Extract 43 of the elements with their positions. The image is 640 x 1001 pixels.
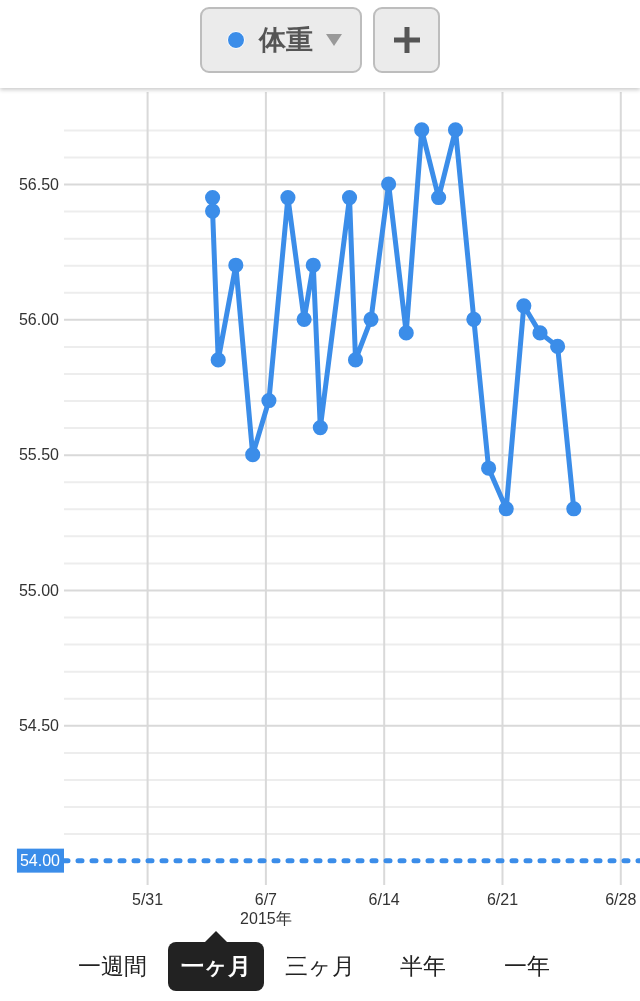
point bbox=[447, 122, 464, 138]
point bbox=[550, 338, 566, 354]
point bbox=[363, 311, 379, 327]
y-tick-label: 56.00 bbox=[18, 310, 60, 328]
point bbox=[566, 501, 582, 517]
point bbox=[312, 420, 328, 436]
point bbox=[341, 190, 358, 206]
text: 三ヶ月 bbox=[284, 952, 355, 981]
text: 一ヶ月 bbox=[167, 942, 264, 991]
point bbox=[414, 122, 430, 138]
text: 一週間 bbox=[77, 952, 147, 981]
x-tick-label: 6/14 bbox=[368, 891, 400, 909]
point bbox=[280, 190, 296, 206]
point bbox=[498, 501, 514, 517]
ref-line-label: 54.00 bbox=[19, 852, 61, 870]
x-tick-label: 6/7 2015年 bbox=[240, 891, 292, 927]
point bbox=[466, 311, 482, 327]
x-tick-label: 5/31 bbox=[132, 891, 164, 909]
point bbox=[228, 257, 244, 273]
point bbox=[516, 298, 532, 314]
x-tick-label: 6/21 bbox=[486, 891, 519, 909]
y-tick-label: 56.50 bbox=[18, 175, 60, 193]
point bbox=[381, 176, 397, 192]
point bbox=[347, 352, 364, 368]
text: 半年 bbox=[400, 952, 447, 981]
point bbox=[210, 352, 226, 368]
point bbox=[205, 203, 221, 219]
point bbox=[296, 311, 312, 327]
point bbox=[205, 190, 221, 206]
series-dropdown: 体重 bbox=[200, 7, 362, 73]
x-tick-label: 6/28 bbox=[605, 891, 637, 909]
point bbox=[481, 460, 497, 476]
point bbox=[532, 325, 548, 341]
y-tick-label: 54.50 bbox=[18, 716, 60, 734]
point bbox=[305, 257, 321, 273]
point bbox=[261, 392, 277, 409]
legend-label: 体重 bbox=[259, 24, 313, 57]
text: 一年 bbox=[504, 952, 551, 981]
y-tick-label: 55.00 bbox=[18, 581, 60, 599]
y-tick-label: 55.50 bbox=[18, 446, 60, 464]
point bbox=[245, 447, 261, 463]
point bbox=[398, 325, 414, 341]
point bbox=[431, 190, 447, 206]
